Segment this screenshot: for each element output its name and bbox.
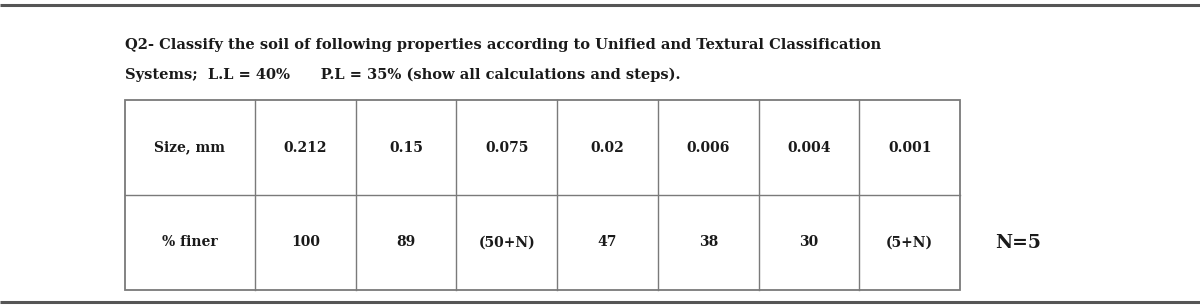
Text: N=5: N=5 xyxy=(995,233,1040,252)
Text: 0.15: 0.15 xyxy=(389,140,424,155)
Text: 0.001: 0.001 xyxy=(888,140,931,155)
Text: Size, mm: Size, mm xyxy=(155,140,226,155)
Text: (50+N): (50+N) xyxy=(479,236,535,249)
Text: % finer: % finer xyxy=(162,236,218,249)
Text: 0.004: 0.004 xyxy=(787,140,830,155)
Text: 38: 38 xyxy=(698,236,718,249)
Text: 47: 47 xyxy=(598,236,617,249)
Text: 0.075: 0.075 xyxy=(485,140,528,155)
Text: Q2- Classify the soil of following properties according to Unified and Textural : Q2- Classify the soil of following prope… xyxy=(125,38,881,52)
Bar xyxy=(125,100,960,290)
Text: (5+N): (5+N) xyxy=(886,236,934,249)
Text: 0.006: 0.006 xyxy=(686,140,730,155)
Text: 0.02: 0.02 xyxy=(590,140,624,155)
Text: 100: 100 xyxy=(290,236,320,249)
Text: Systems;  L.L = 40%      P.L = 35% (show all calculations and steps).: Systems; L.L = 40% P.L = 35% (show all c… xyxy=(125,68,680,83)
Text: 89: 89 xyxy=(396,236,415,249)
Text: 30: 30 xyxy=(799,236,818,249)
Text: 0.212: 0.212 xyxy=(283,140,328,155)
